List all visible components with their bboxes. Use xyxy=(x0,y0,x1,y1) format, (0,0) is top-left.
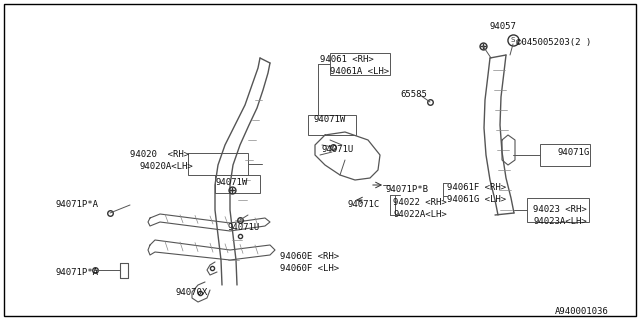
Text: 94060F <LH>: 94060F <LH> xyxy=(280,264,339,273)
Text: 94071U: 94071U xyxy=(322,145,355,154)
Text: 94022A<LH>: 94022A<LH> xyxy=(393,210,447,219)
Text: 94071W: 94071W xyxy=(215,178,247,187)
Text: 94061F <RH>: 94061F <RH> xyxy=(447,183,506,192)
Text: 94071G: 94071G xyxy=(557,148,589,157)
Text: 94023A<LH>: 94023A<LH> xyxy=(533,217,587,226)
Text: ©045005203(2 ): ©045005203(2 ) xyxy=(516,38,591,47)
Bar xyxy=(540,144,590,166)
Text: 94020  <RH>: 94020 <RH> xyxy=(130,150,189,159)
Text: 94070X: 94070X xyxy=(175,288,207,297)
Text: 94061G <LH>: 94061G <LH> xyxy=(447,195,506,204)
Bar xyxy=(330,53,390,75)
Text: 94071C: 94071C xyxy=(348,200,380,209)
Text: 94020A<LH>: 94020A<LH> xyxy=(140,162,194,171)
Bar xyxy=(215,175,260,193)
Text: 94071W: 94071W xyxy=(313,115,345,124)
Bar xyxy=(527,198,589,222)
Bar xyxy=(308,115,356,135)
Text: 94060E <RH>: 94060E <RH> xyxy=(280,252,339,261)
Text: 94022 <RH>: 94022 <RH> xyxy=(393,198,447,207)
Text: A940001036: A940001036 xyxy=(555,307,609,316)
Text: 94023 <RH>: 94023 <RH> xyxy=(533,205,587,214)
Text: 94071P*A: 94071P*A xyxy=(55,268,98,277)
Text: 94071P*B: 94071P*B xyxy=(385,185,428,194)
Text: 94057: 94057 xyxy=(490,22,517,31)
Text: 94071U: 94071U xyxy=(228,223,260,232)
Text: S: S xyxy=(511,37,515,43)
Text: 94061 <RH>: 94061 <RH> xyxy=(320,55,374,64)
Text: 65585: 65585 xyxy=(400,90,427,99)
Text: 94061A <LH>: 94061A <LH> xyxy=(330,67,389,76)
Text: 94071P*A: 94071P*A xyxy=(55,200,98,209)
Bar xyxy=(188,153,248,175)
